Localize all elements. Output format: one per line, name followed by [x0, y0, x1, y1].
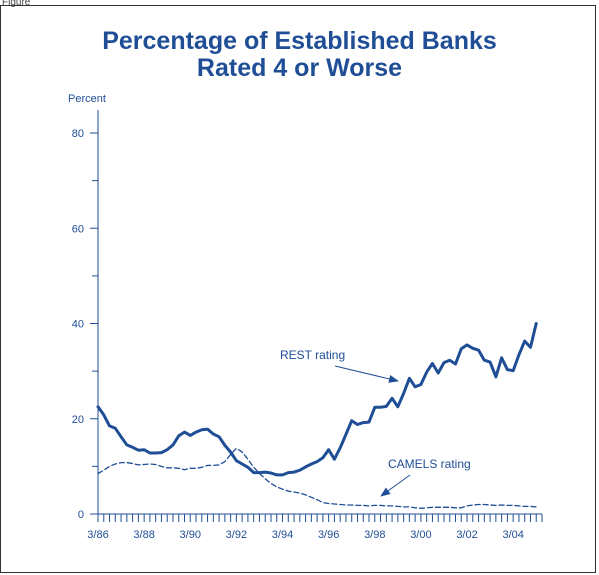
- x-tick-label-3-88: 3/88: [133, 529, 154, 541]
- y-tick-label-20: 20: [72, 414, 84, 426]
- x-tick-label-3-94: 3/94: [272, 529, 293, 541]
- y-tick-label-80: 80: [72, 128, 84, 140]
- y-tick-label-40: 40: [72, 319, 84, 331]
- annotation-camels-label: CAMELS rating: [388, 457, 471, 471]
- x-tick-label-3-86: 3/86: [87, 529, 108, 541]
- x-tick-label-3-02: 3/02: [456, 529, 477, 541]
- series-line-rest: [96, 322, 538, 477]
- annotation-rest-label: REST rating: [280, 348, 345, 362]
- annotation-rest-arrow: [334, 365, 399, 383]
- x-tick-label-3-92: 3/92: [226, 529, 247, 541]
- y-tick-label-0: 0: [78, 509, 84, 521]
- axes-group: Percent 0 20 40 60 80 3/86 3/88 3/90 3/92 3/94 3/96…: [68, 93, 543, 541]
- chart-title-line-1: Percentage of Established Banks: [102, 27, 497, 55]
- x-tick-label-3-96: 3/96: [318, 529, 339, 541]
- x-tick-label-3-04: 3/04: [502, 529, 523, 541]
- figure-corner-label: Figure: [2, 0, 31, 8]
- chart-frame: [0, 5, 596, 573]
- chart-title: Percentage of Established Banks Rated 4 …: [0, 28, 599, 82]
- y-axis-label: Percent: [68, 93, 106, 105]
- series-line-camels: [97, 447, 537, 509]
- y-tick-label-60: 60: [72, 223, 84, 235]
- x-tick-label-3-90: 3/90: [180, 529, 201, 541]
- x-tick-label-3-98: 3/98: [364, 529, 385, 541]
- annotation-camels-arrow: [380, 474, 411, 497]
- annotation-group: REST rating CAMELS rating: [280, 348, 471, 497]
- x-tick-label-3-00: 3/00: [410, 529, 431, 541]
- chart-title-line-2: Rated 4 or Worse: [196, 54, 403, 82]
- series-group: [96, 322, 538, 509]
